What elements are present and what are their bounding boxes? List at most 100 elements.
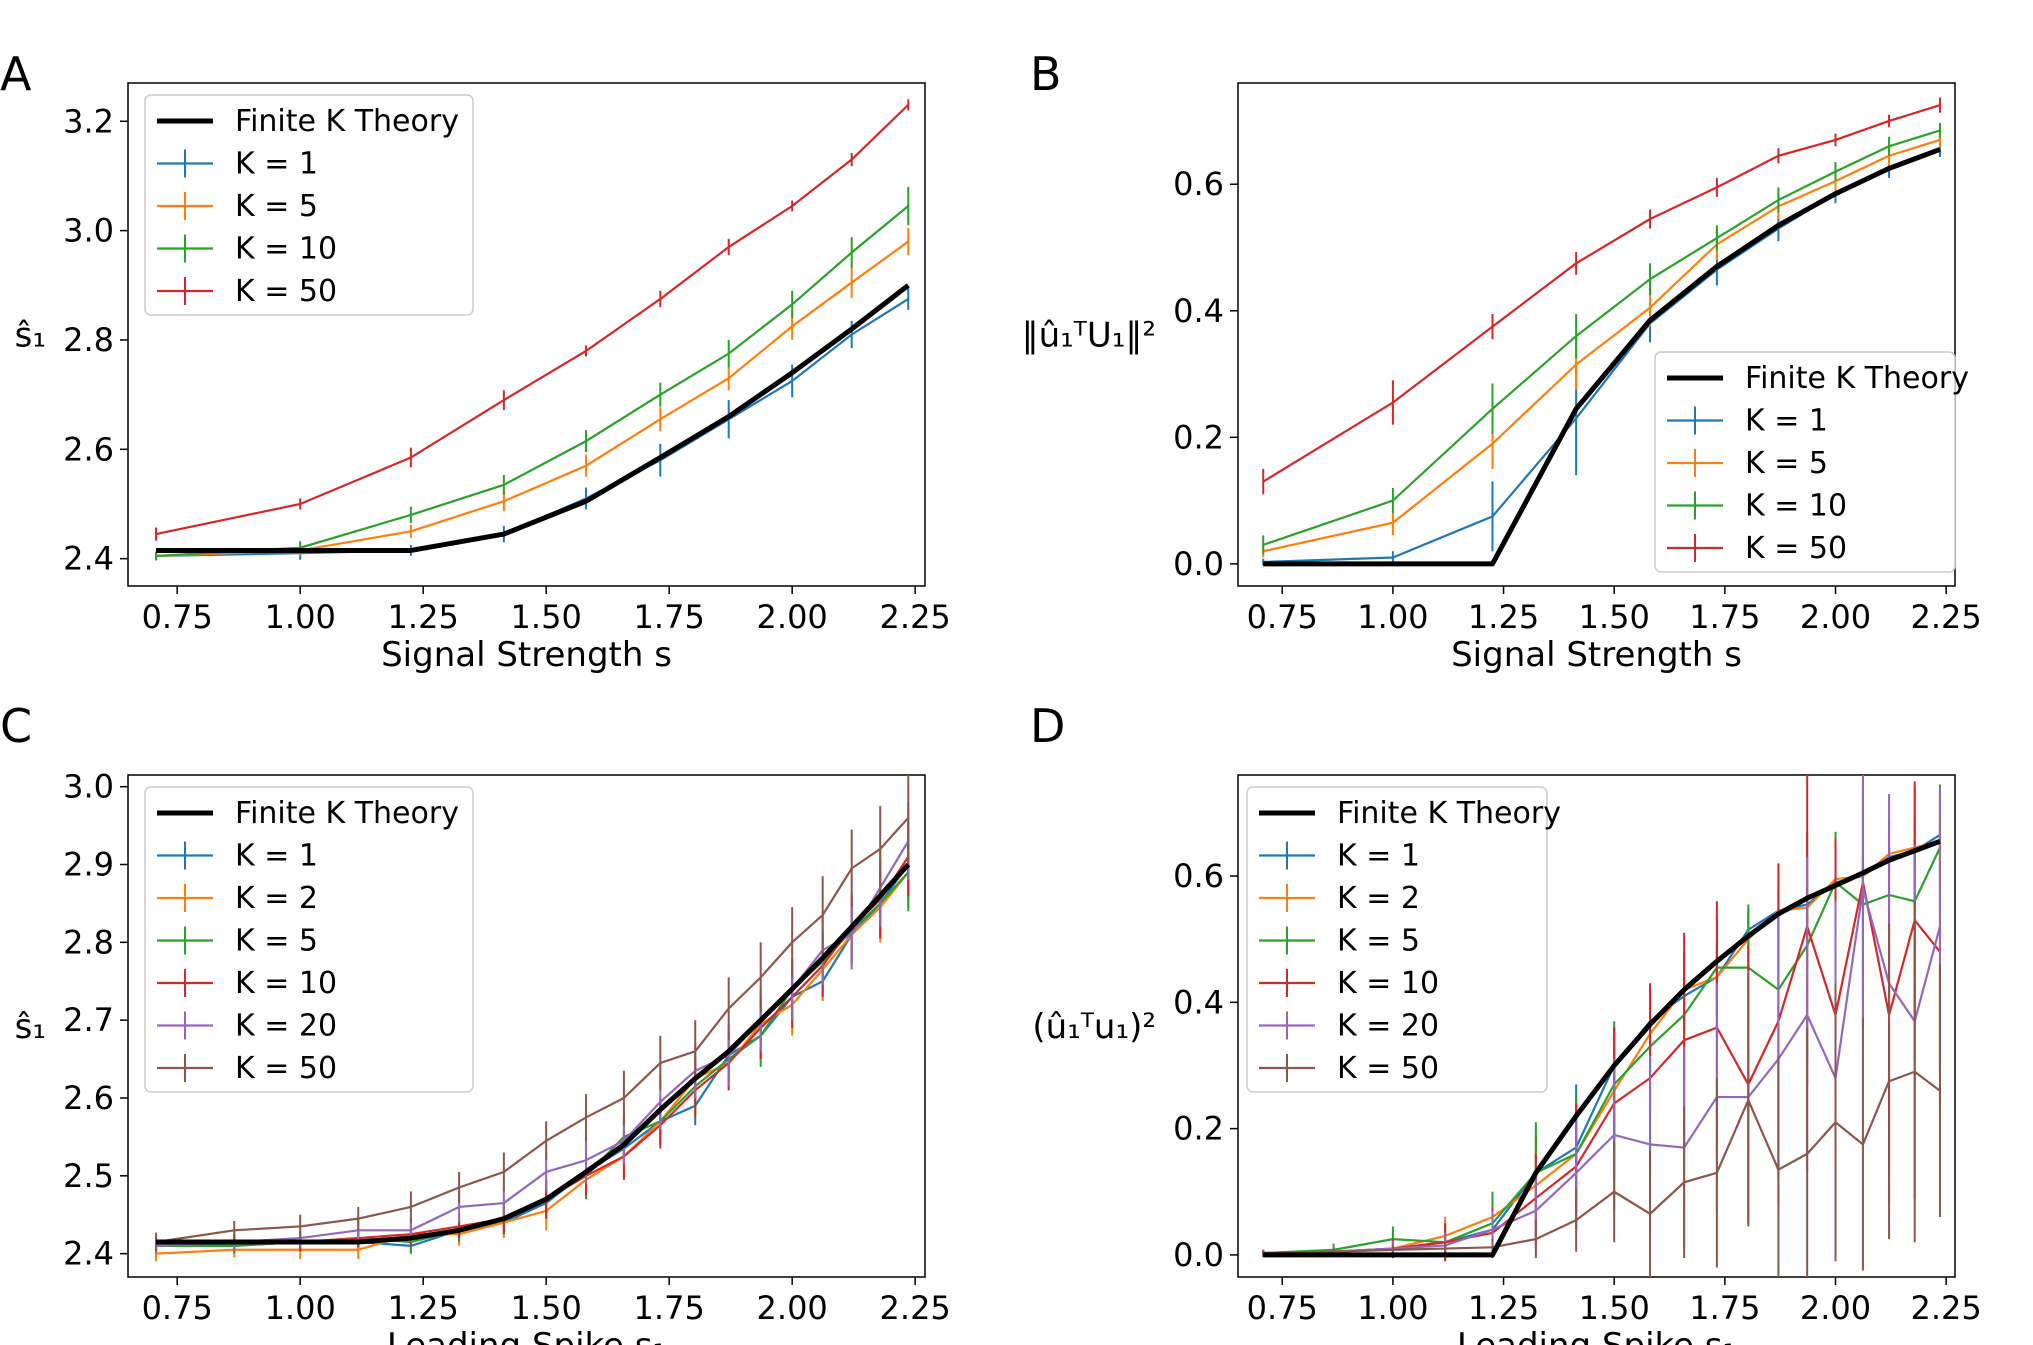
panel-b: B 0.75 1.00 1.25 1.50 1.75 2.00 2.25 0.0 0.2 0.4 0.…: [1022, 47, 1982, 675]
x-tick-label: 1.50: [1579, 598, 1650, 636]
panel-letter: B: [1030, 47, 1062, 101]
x-tick-label: 2.25: [1911, 598, 1982, 636]
legend-label: K = 2: [1337, 881, 1420, 916]
plot-area: [155, 775, 911, 1262]
axes-frame: [127, 82, 926, 587]
theory-line: [1263, 147, 1941, 567]
y-tick-label: 0.2: [1173, 1110, 1224, 1148]
x-tick-label: 1.75: [634, 1289, 705, 1327]
x-tick-label: 2.25: [1911, 1289, 1982, 1327]
legend-label: K = 50: [1337, 1051, 1439, 1086]
y-tick-label: 0.6: [1173, 857, 1224, 895]
x-tick-label: 0.75: [142, 598, 213, 636]
legend-label: K = 2: [235, 881, 318, 916]
legend-label: K = 5: [1337, 924, 1420, 959]
plot-area: [1262, 97, 1941, 567]
y-tick-label: 0.4: [1173, 983, 1224, 1021]
y-tick-label: 3.0: [63, 768, 114, 806]
series-k=10: [155, 186, 910, 561]
series-line: [1262, 104, 1941, 483]
legend-label: K = 10: [235, 232, 337, 267]
legend-label: K = 10: [1745, 489, 1847, 524]
panel-d: D 0.75 1.00 1.25 1.50 1.75 2.00 2.25 0.0 0.2 0.4 0.…: [1030, 699, 1982, 1345]
legend-label: K = 1: [235, 839, 318, 874]
x-tick-label: 1.25: [1468, 1289, 1539, 1327]
series-k=50: [155, 99, 910, 541]
y-tick-label: 2.9: [63, 846, 114, 884]
legend-label: K = 5: [235, 924, 318, 959]
y-tick-label: 0.2: [1173, 418, 1224, 456]
panel-a: A 0.75 1.00 1.25 1.50 1.75 2.00 2.25 2.4 2.6 2.8 3.…: [0, 47, 951, 675]
theory-line: [156, 862, 911, 1245]
legend-label: K = 20: [235, 1009, 337, 1044]
y-tick-label: 0.4: [1173, 292, 1224, 330]
y-axis-label: ŝ₁: [15, 1007, 46, 1047]
x-tick-label: 1.00: [265, 1289, 336, 1327]
legend-label: K = 1: [235, 147, 318, 182]
axes-frame: [1237, 774, 1956, 1278]
legend: Finite K Theory K = 1 K = 2 K = 5 K = 10 K = …: [144, 786, 474, 1093]
x-tick-label: 0.75: [142, 1289, 213, 1327]
series-line: [1262, 138, 1941, 553]
legend: Finite K Theory K = 1 K = 2 K = 5 K = 10 K = …: [1246, 786, 1561, 1093]
axes-frame: [1237, 82, 1956, 587]
y-axis-label: ‖û₁ᵀU₁‖²: [1022, 316, 1156, 356]
x-tick-label: 1.75: [1689, 1289, 1760, 1327]
legend-label: K = 5: [235, 189, 318, 224]
x-tick-label: 2.00: [757, 598, 828, 636]
y-tick-label: 2.4: [63, 540, 114, 578]
legend-label: K = 5: [1745, 446, 1828, 481]
series-line: [156, 298, 909, 558]
legend-label: K = 10: [1337, 966, 1439, 1001]
x-tick-label: 2.25: [880, 598, 951, 636]
x-tick-label: 1.00: [1357, 1289, 1428, 1327]
y-tick-label: 0.0: [1173, 545, 1224, 583]
legend-label: Finite K Theory: [235, 796, 459, 831]
panel-c: C 0.75 1.00 1.25 1.50 1.75 2.00 2.25 2.4 2.5 2.6 2.…: [0, 699, 951, 1345]
legend-box: [1246, 786, 1548, 1093]
x-tick-label: 1.50: [511, 1289, 582, 1327]
legend-label: K = 20: [1337, 1009, 1439, 1044]
y-tick-label: 0.6: [1173, 165, 1224, 203]
y-axis-label: ŝ₁: [15, 316, 46, 356]
legend-label: K = 50: [1745, 531, 1847, 566]
x-tick-label: 2.00: [1800, 1289, 1871, 1327]
y-tick-label: 2.6: [63, 1079, 114, 1117]
legend: Finite K Theory K = 1 K = 5 K = 10 K = 50: [144, 94, 474, 316]
x-axis-label: Signal Strength s: [1451, 635, 1742, 675]
y-tick-label: 2.4: [63, 1235, 114, 1273]
series-line: [156, 240, 909, 558]
legend-label: K = 50: [235, 1051, 337, 1086]
x-tick-label: 1.00: [1357, 598, 1428, 636]
theory-line: [156, 283, 910, 553]
x-axis-label: Leading Spike s₁: [1457, 1326, 1736, 1345]
legend-label: K = 1: [1745, 404, 1828, 439]
x-tick-label: 1.75: [1689, 598, 1760, 636]
y-tick-label: 2.7: [63, 1001, 114, 1039]
panel-letter: D: [1030, 699, 1065, 753]
x-axis-label: Signal Strength s: [381, 635, 672, 675]
x-tick-label: 1.25: [1468, 598, 1539, 636]
y-tick-label: 2.5: [63, 1157, 114, 1195]
legend: Finite K Theory K = 1 K = 5 K = 10 K = 50: [1654, 351, 1969, 573]
x-tick-label: 1.50: [511, 598, 582, 636]
panel-letter: C: [0, 699, 32, 753]
x-tick-label: 1.25: [388, 598, 459, 636]
axes-frame: [127, 774, 926, 1278]
x-tick-label: 1.25: [388, 1289, 459, 1327]
y-tick-label: 2.8: [63, 321, 114, 359]
series-line: [1263, 1070, 1941, 1255]
theory-line: [1263, 838, 1941, 1258]
legend-label: Finite K Theory: [235, 104, 459, 139]
plot-area: [155, 99, 910, 561]
series-k=1: [155, 288, 910, 561]
series-k=50: [1262, 901, 1941, 1277]
plot-area: [1262, 775, 1942, 1277]
x-tick-label: 0.75: [1247, 598, 1318, 636]
legend-label: K = 10: [235, 966, 337, 1001]
legend-label: K = 50: [235, 274, 337, 309]
x-tick-label: 2.00: [757, 1289, 828, 1327]
y-tick-label: 2.6: [63, 430, 114, 468]
x-tick-label: 0.75: [1247, 1289, 1318, 1327]
series-line: [1262, 129, 1941, 546]
